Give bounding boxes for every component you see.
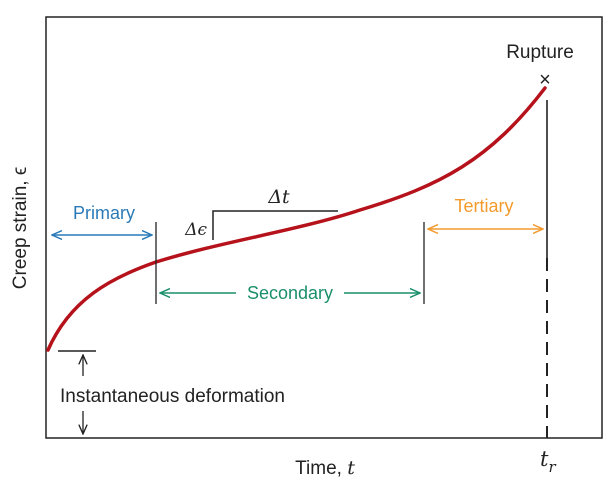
- y-axis-label: Creep strain, ϵ: [10, 167, 31, 289]
- tertiary-label: Tertiary: [454, 196, 513, 216]
- x-axis-variable: t: [347, 457, 355, 479]
- creep-curve: [46, 86, 547, 352]
- rupture-time-label: tr: [540, 447, 556, 476]
- instantaneous-label: Instantaneous deformation: [60, 386, 285, 407]
- secondary-label: Secondary: [247, 283, 333, 303]
- rupture-time-subscript: r: [548, 458, 556, 476]
- rupture-marker: ×: [539, 69, 551, 91]
- plot-frame: [45, 16, 603, 439]
- slope-triangle: [212, 210, 338, 240]
- primary-label: Primary: [73, 203, 135, 223]
- rupture-time-main: t: [540, 447, 549, 471]
- x-axis-label: Time, t: [295, 457, 355, 479]
- delta-t-label: Δt: [267, 186, 290, 208]
- x-axis-label-text: Time,: [295, 458, 347, 479]
- rupture-label: Rupture: [506, 42, 574, 63]
- delta-epsilon-label: Δϵ: [184, 220, 207, 240]
